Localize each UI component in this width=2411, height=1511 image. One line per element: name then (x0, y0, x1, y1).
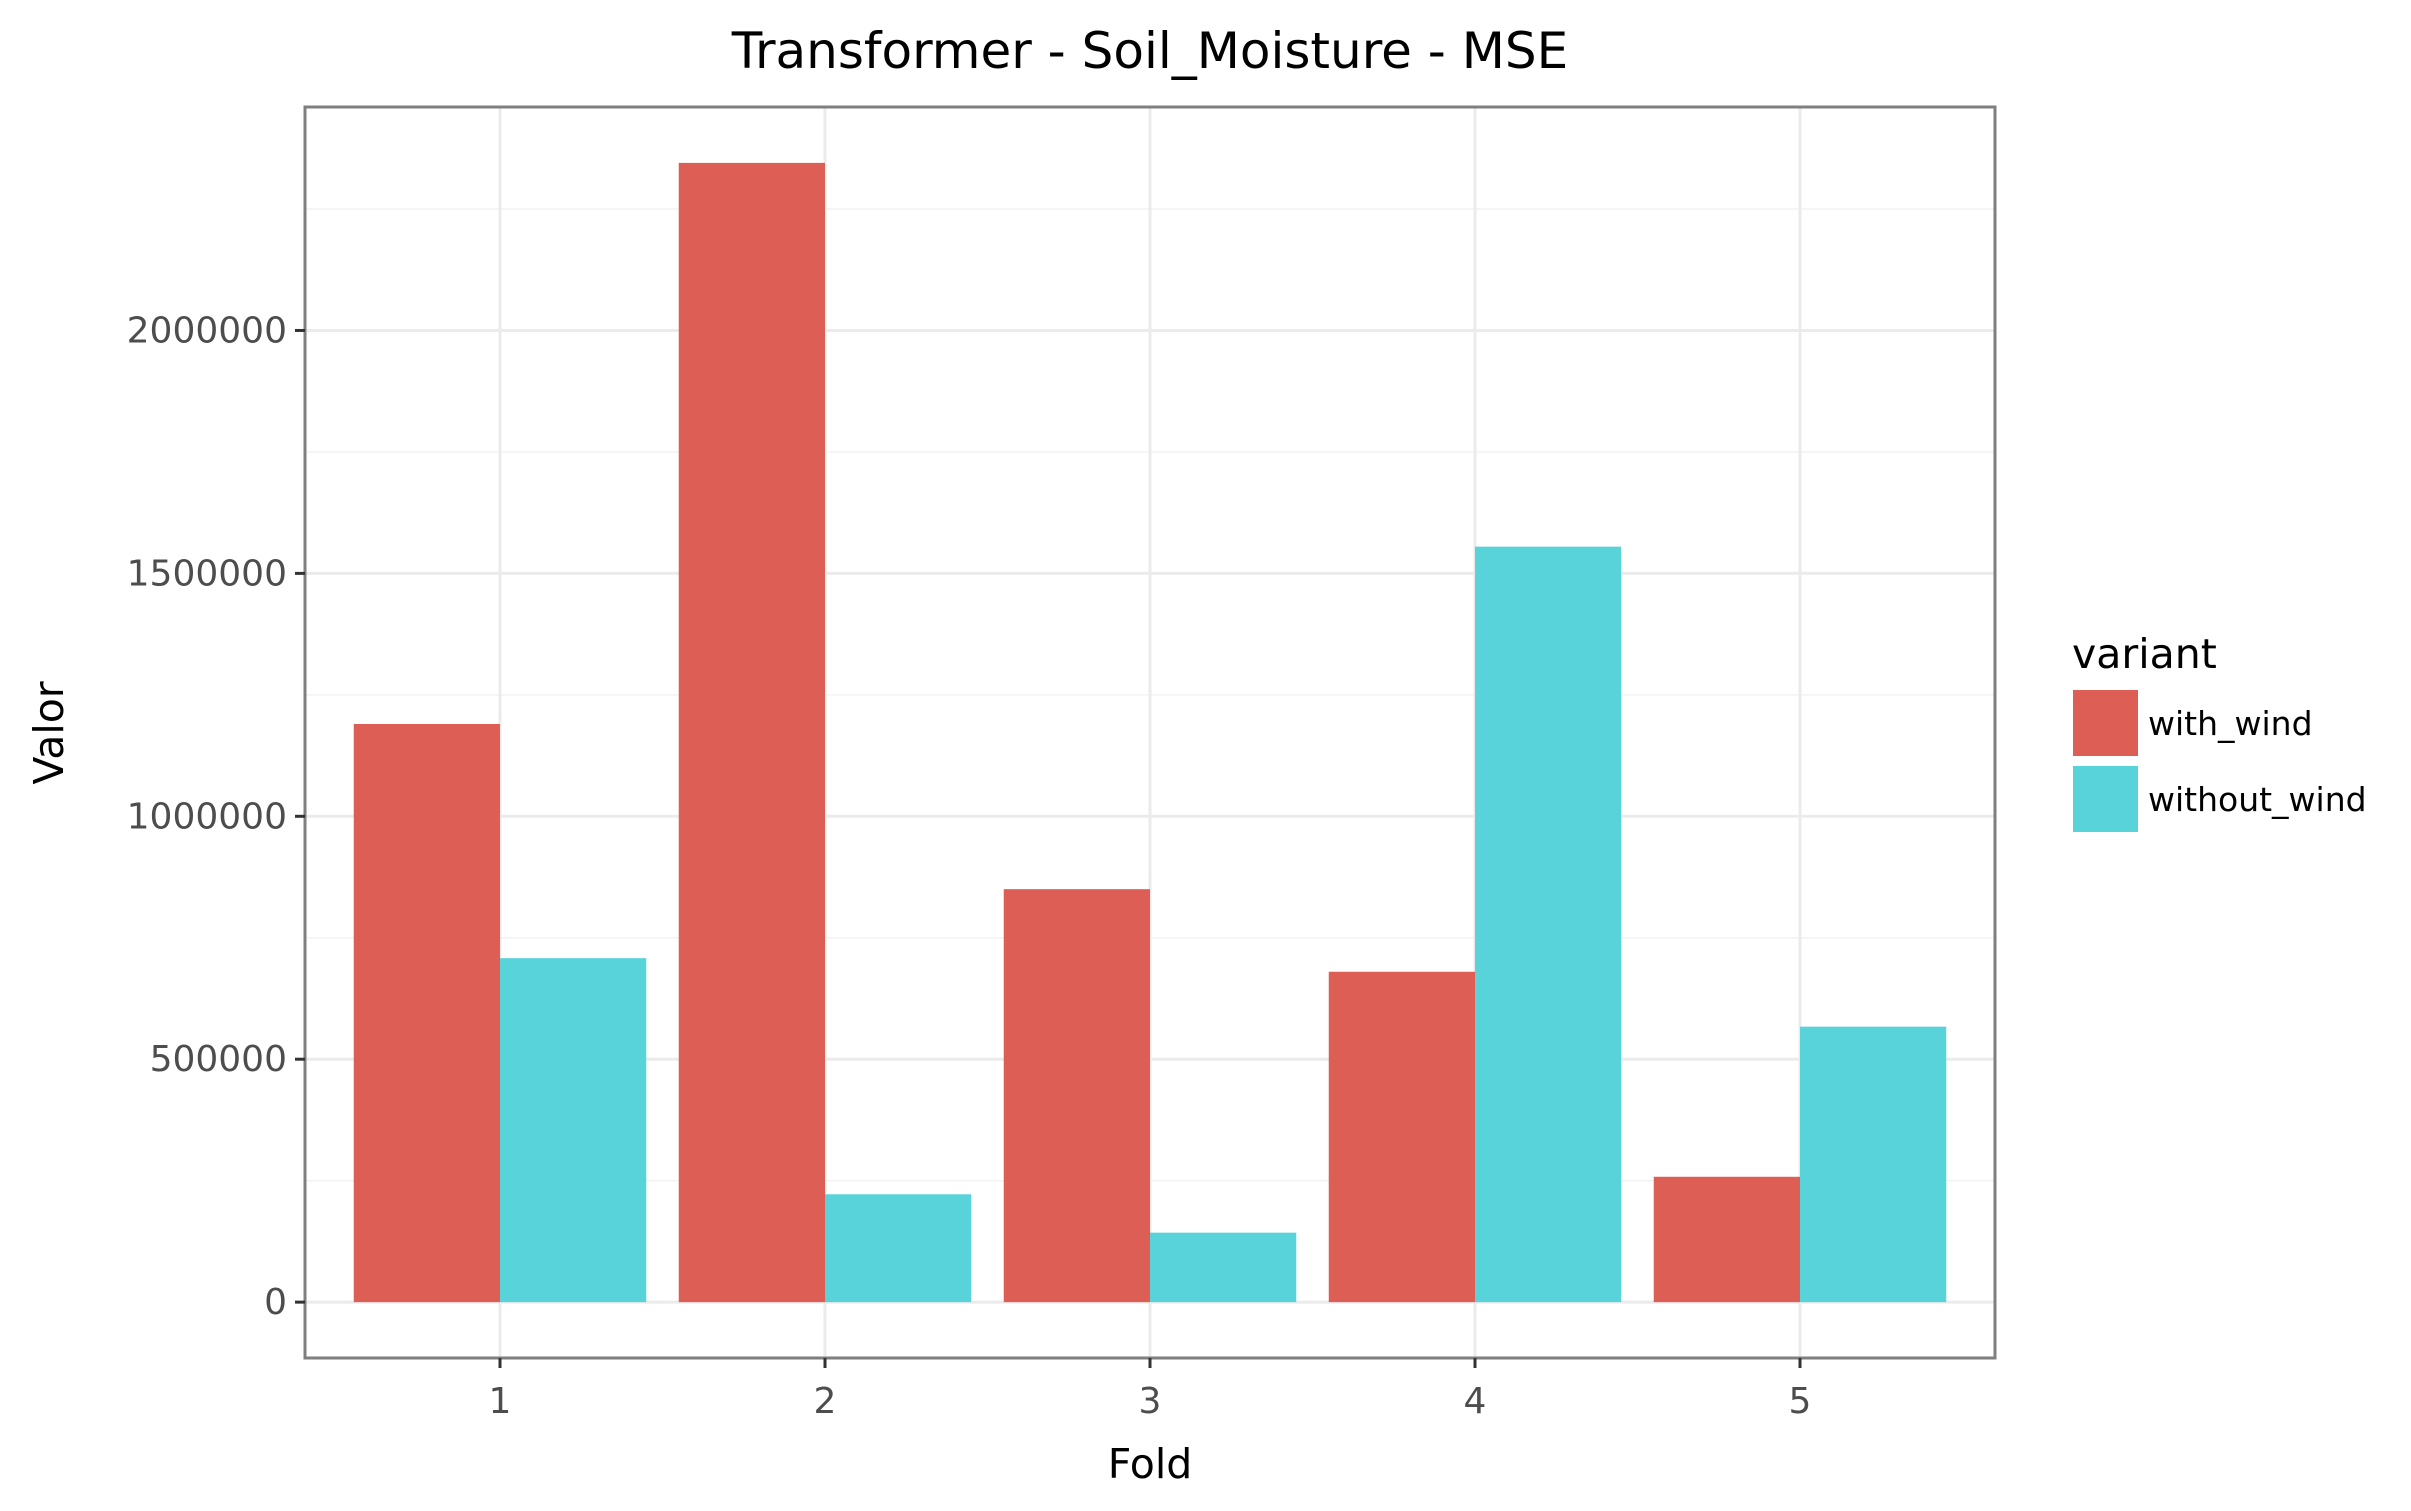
bar-with-wind-fold-3 (1003, 889, 1150, 1303)
legend-key-without-wind (2073, 766, 2138, 832)
legend-title: variant (2072, 630, 2217, 678)
bar-without-wind-fold-5 (1800, 1026, 1947, 1303)
bar-with-wind-fold-4 (1328, 971, 1475, 1303)
legend-key-with-wind (2073, 690, 2138, 756)
legend: variant with_wind without_wind (2072, 630, 2367, 832)
bar-with-wind-fold-2 (678, 162, 825, 1303)
x-tick-label: 5 (1789, 1381, 1812, 1422)
y-axis-title: Valor (25, 681, 73, 784)
bar-without-wind-fold-1 (500, 958, 647, 1303)
bar-without-wind-fold-2 (825, 1194, 972, 1303)
legend-label-with-wind: with_wind (2148, 704, 2313, 743)
y-tick-label: 500000 (150, 1039, 287, 1080)
x-tick-label: 3 (1139, 1381, 1162, 1422)
legend-label-without-wind: without_wind (2148, 780, 2367, 819)
y-tick-label: 1500000 (127, 553, 287, 594)
bar-without-wind-fold-3 (1150, 1232, 1297, 1303)
x-axis-title: Fold (1108, 1440, 1193, 1488)
x-tick-label: 1 (489, 1381, 512, 1422)
x-tick-label: 2 (814, 1381, 837, 1422)
x-tick-label: 4 (1464, 1381, 1487, 1422)
y-tick-label: 1000000 (127, 796, 287, 837)
bar-with-wind-fold-5 (1653, 1176, 1800, 1303)
bar-without-wind-fold-4 (1475, 546, 1622, 1303)
bars (353, 162, 1947, 1303)
x-axis: 1 2 3 4 5 (489, 1358, 1812, 1422)
bar-with-wind-fold-1 (353, 723, 500, 1303)
y-tick-label: 2000000 (127, 310, 287, 351)
y-axis: 0 500000 1000000 1500000 2000000 (127, 310, 305, 1323)
chart-title: Transformer - Soil_Moisture - MSE (731, 22, 1568, 80)
y-tick-label: 0 (264, 1282, 287, 1323)
